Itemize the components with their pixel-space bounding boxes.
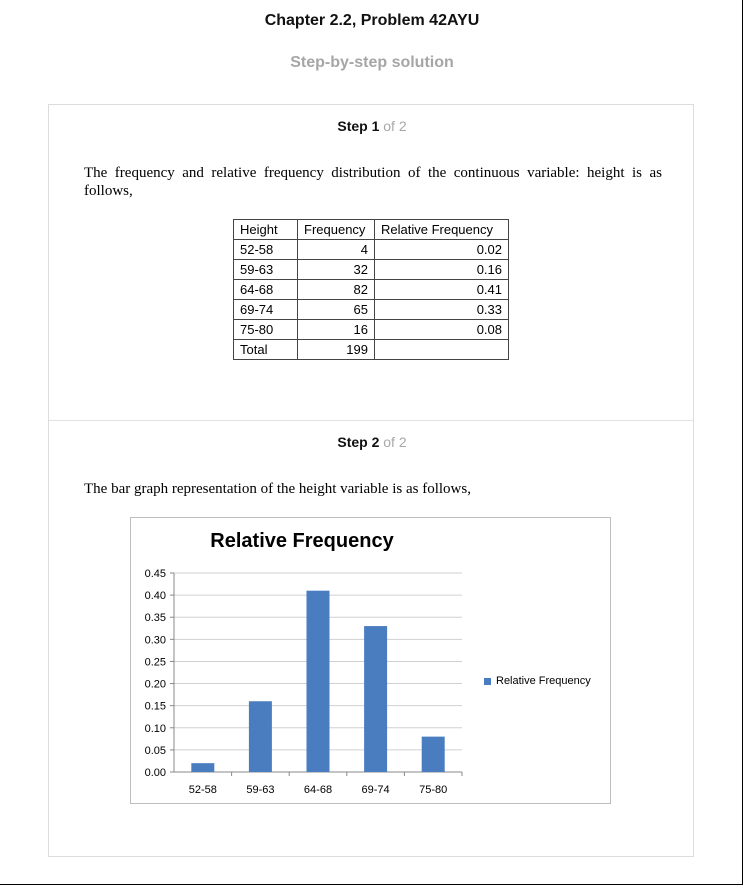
header-relative-frequency: Relative Frequency	[374, 219, 509, 240]
bar	[421, 736, 445, 772]
x-tick-label: 59-63	[246, 784, 274, 796]
bar	[191, 763, 215, 772]
cell-frequency: 32	[297, 259, 375, 280]
step-2-heading: Step 2 of 2	[0, 434, 744, 450]
table-row: 69-74 65 0.33	[233, 299, 509, 320]
solution-subtitle: Step-by-step solution	[290, 54, 454, 71]
y-tick-label: 0.00	[145, 767, 166, 779]
step-2-text: The bar graph representation of the heig…	[84, 481, 471, 497]
cell-total-relative-frequency	[374, 339, 509, 360]
x-tick-label: 64-68	[304, 784, 332, 796]
cell-height: 52-58	[233, 239, 298, 260]
table-row: 59-63 32 0.16	[233, 259, 509, 280]
cell-height: 64-68	[233, 279, 298, 300]
cell-height: 75-80	[233, 319, 298, 340]
chart-plot: 0.00 0.05 0.10 0.15 0.20 0.25 0.30 0.35 0.40 0.45…	[145, 568, 463, 796]
chart-title: Relative Frequency	[210, 530, 394, 552]
cell-relative-frequency: 0.41	[374, 279, 509, 300]
y-tick-label: 0.35	[145, 612, 166, 624]
table-row: 52-58 4 0.02	[233, 239, 509, 260]
y-tick-label: 0.40	[145, 590, 166, 602]
cell-total-label: Total	[233, 339, 298, 360]
step-2-count: of 2	[383, 434, 407, 450]
solution-card	[48, 104, 694, 857]
step-1-label: Step 1	[337, 118, 380, 134]
cell-frequency: 4	[297, 239, 375, 260]
x-tick-label: 52-58	[189, 784, 217, 796]
cell-frequency: 82	[297, 279, 375, 300]
cell-relative-frequency: 0.33	[374, 299, 509, 320]
step-1-count: of 2	[383, 118, 407, 134]
cell-relative-frequency: 0.08	[374, 319, 509, 340]
y-tick-label: 0.05	[145, 745, 166, 757]
y-tick-label: 0.25	[145, 656, 166, 668]
x-tick-label: 75-80	[419, 784, 447, 796]
chart-legend: Relative Frequency	[484, 675, 591, 687]
frequency-table: Height Frequency Relative Frequency 52-5…	[233, 219, 509, 360]
cell-height: 69-74	[233, 299, 298, 320]
y-tick-label: 0.45	[145, 568, 166, 580]
y-tick-label: 0.10	[145, 723, 166, 735]
step-1-heading: Step 1 of 2	[0, 118, 744, 134]
table-header-row: Height Frequency Relative Frequency	[233, 219, 509, 240]
legend-label: Relative Frequency	[496, 675, 591, 687]
step-divider	[49, 420, 694, 421]
x-tick-label: 69-74	[362, 784, 390, 796]
legend-swatch	[484, 677, 491, 685]
step-1-text: The frequency and relative frequency dis…	[84, 165, 662, 199]
table-total-row: Total 199	[233, 339, 509, 360]
cell-frequency: 16	[297, 319, 375, 340]
y-tick-label: 0.15	[145, 701, 166, 713]
cell-total-frequency: 199	[297, 339, 375, 360]
bar	[306, 590, 330, 772]
header-frequency: Frequency	[297, 219, 375, 240]
table-row: 75-80 16 0.08	[233, 319, 509, 340]
cell-frequency: 65	[297, 299, 375, 320]
header-height: Height	[233, 219, 298, 240]
bar-chart: Relative Frequency 0.00 0.05 0.10 0.15 0.20 0…	[130, 517, 611, 804]
y-tick-label: 0.20	[145, 679, 166, 691]
cell-relative-frequency: 0.02	[374, 239, 509, 260]
bar	[248, 701, 272, 772]
step-2-label: Step 2	[337, 434, 380, 450]
cell-relative-frequency: 0.16	[374, 259, 509, 280]
page-title: Chapter 2.2, Problem 42AYU	[264, 12, 480, 29]
cell-height: 59-63	[233, 259, 298, 280]
y-tick-label: 0.30	[145, 634, 166, 646]
table-row: 64-68 82 0.41	[233, 279, 509, 300]
bar	[364, 626, 388, 772]
